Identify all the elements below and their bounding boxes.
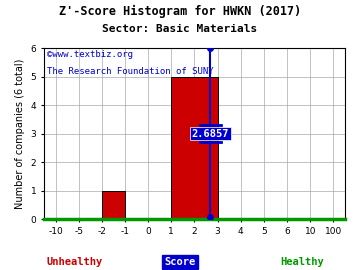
Text: ©www.textbiz.org: ©www.textbiz.org bbox=[47, 50, 133, 59]
Bar bbox=[102, 191, 125, 220]
Text: Unhealthy: Unhealthy bbox=[47, 257, 103, 267]
Text: The Research Foundation of SUNY: The Research Foundation of SUNY bbox=[47, 67, 213, 76]
Y-axis label: Number of companies (6 total): Number of companies (6 total) bbox=[15, 59, 25, 209]
Bar bbox=[171, 77, 218, 220]
Text: 2.6857: 2.6857 bbox=[192, 129, 229, 139]
Text: Sector: Basic Materials: Sector: Basic Materials bbox=[102, 24, 258, 34]
Text: Healthy: Healthy bbox=[280, 257, 324, 267]
Text: Z'-Score Histogram for HWKN (2017): Z'-Score Histogram for HWKN (2017) bbox=[59, 5, 301, 18]
Text: Score: Score bbox=[165, 257, 195, 267]
